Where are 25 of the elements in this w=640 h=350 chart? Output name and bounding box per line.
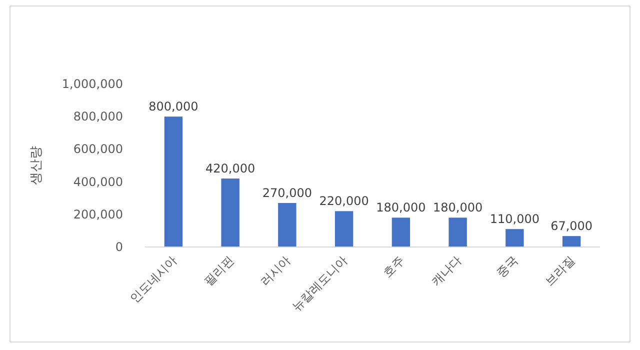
data-label: 110,000 <box>490 212 540 226</box>
y-tick-label: 200,000 <box>73 207 123 222</box>
bar <box>392 218 410 247</box>
bar <box>164 116 183 247</box>
y-tick-label: 1,000,000 <box>62 77 123 91</box>
bar <box>506 229 524 247</box>
bar <box>448 218 467 247</box>
data-label: 800,000 <box>148 100 198 114</box>
x-tick-label: 중국 <box>494 253 521 280</box>
y-tick-label: 600,000 <box>73 142 123 156</box>
data-label: 67,000 <box>550 219 593 234</box>
y-tick-label: 800,000 <box>73 110 123 124</box>
bar <box>334 211 354 247</box>
data-label: 180,000 <box>376 200 426 215</box>
data-label: 270,000 <box>262 186 312 200</box>
bar <box>278 202 296 247</box>
data-label: 220,000 <box>319 194 369 208</box>
y-tick-label: 400,000 <box>73 174 123 189</box>
x-tick-label: 호주 <box>380 253 408 280</box>
data-label: 420,000 <box>206 162 256 176</box>
bar <box>221 178 240 247</box>
y-tick-label: 0 <box>115 240 123 254</box>
data-label: 180,000 <box>433 200 483 215</box>
bar <box>562 236 581 247</box>
y-axis-title: 생산량 <box>29 146 44 185</box>
